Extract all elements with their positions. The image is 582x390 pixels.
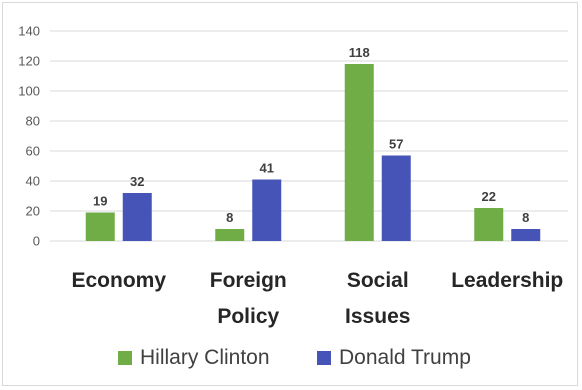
bars — [85, 64, 541, 241]
y-tick-label: 60 — [26, 144, 40, 159]
bar — [474, 208, 504, 241]
data-label: 118 — [349, 45, 370, 60]
category-label: Leadership — [451, 269, 563, 292]
category-label: Policy — [217, 305, 279, 328]
data-label: 32 — [130, 174, 144, 189]
data-label: 41 — [260, 161, 274, 176]
y-tick-label: 40 — [26, 174, 40, 189]
y-tick-label: 80 — [26, 114, 40, 129]
category-label: Economy — [71, 269, 166, 292]
legend-swatch — [118, 351, 132, 365]
bar — [252, 179, 282, 241]
bar — [215, 229, 245, 241]
y-tick-label: 120 — [18, 54, 40, 69]
bar — [122, 193, 152, 241]
chart-frame — [2, 2, 578, 386]
category-label: Foreign — [210, 269, 287, 292]
legend-swatch — [317, 351, 331, 365]
y-tick-label: 0 — [33, 234, 40, 249]
category-label: Issues — [345, 305, 410, 328]
bar — [381, 155, 411, 241]
data-label: 22 — [482, 189, 496, 204]
category-label: Social — [347, 269, 409, 292]
y-tick-label: 100 — [18, 84, 40, 99]
legend-label: Hillary Clinton — [140, 346, 270, 369]
data-label: 57 — [389, 137, 403, 152]
y-tick-label: 20 — [26, 204, 40, 219]
data-labels: 19 32 8 41 118 57 22 8 — [93, 45, 529, 225]
legend-label: Donald Trump — [339, 346, 471, 369]
y-tick-label: 140 — [18, 24, 40, 39]
data-label: 8 — [226, 210, 233, 225]
data-label: 19 — [93, 194, 107, 209]
y-axis-ticks: 0 20 40 60 80 100 120 140 — [18, 24, 40, 249]
bar — [85, 212, 115, 241]
bar — [344, 64, 374, 241]
bar — [511, 229, 541, 241]
legend: Hillary Clinton Donald Trump — [118, 346, 471, 369]
data-label: 8 — [522, 210, 529, 225]
category-labels: Economy Foreign Policy Social Issues Leadersh… — [71, 269, 563, 328]
